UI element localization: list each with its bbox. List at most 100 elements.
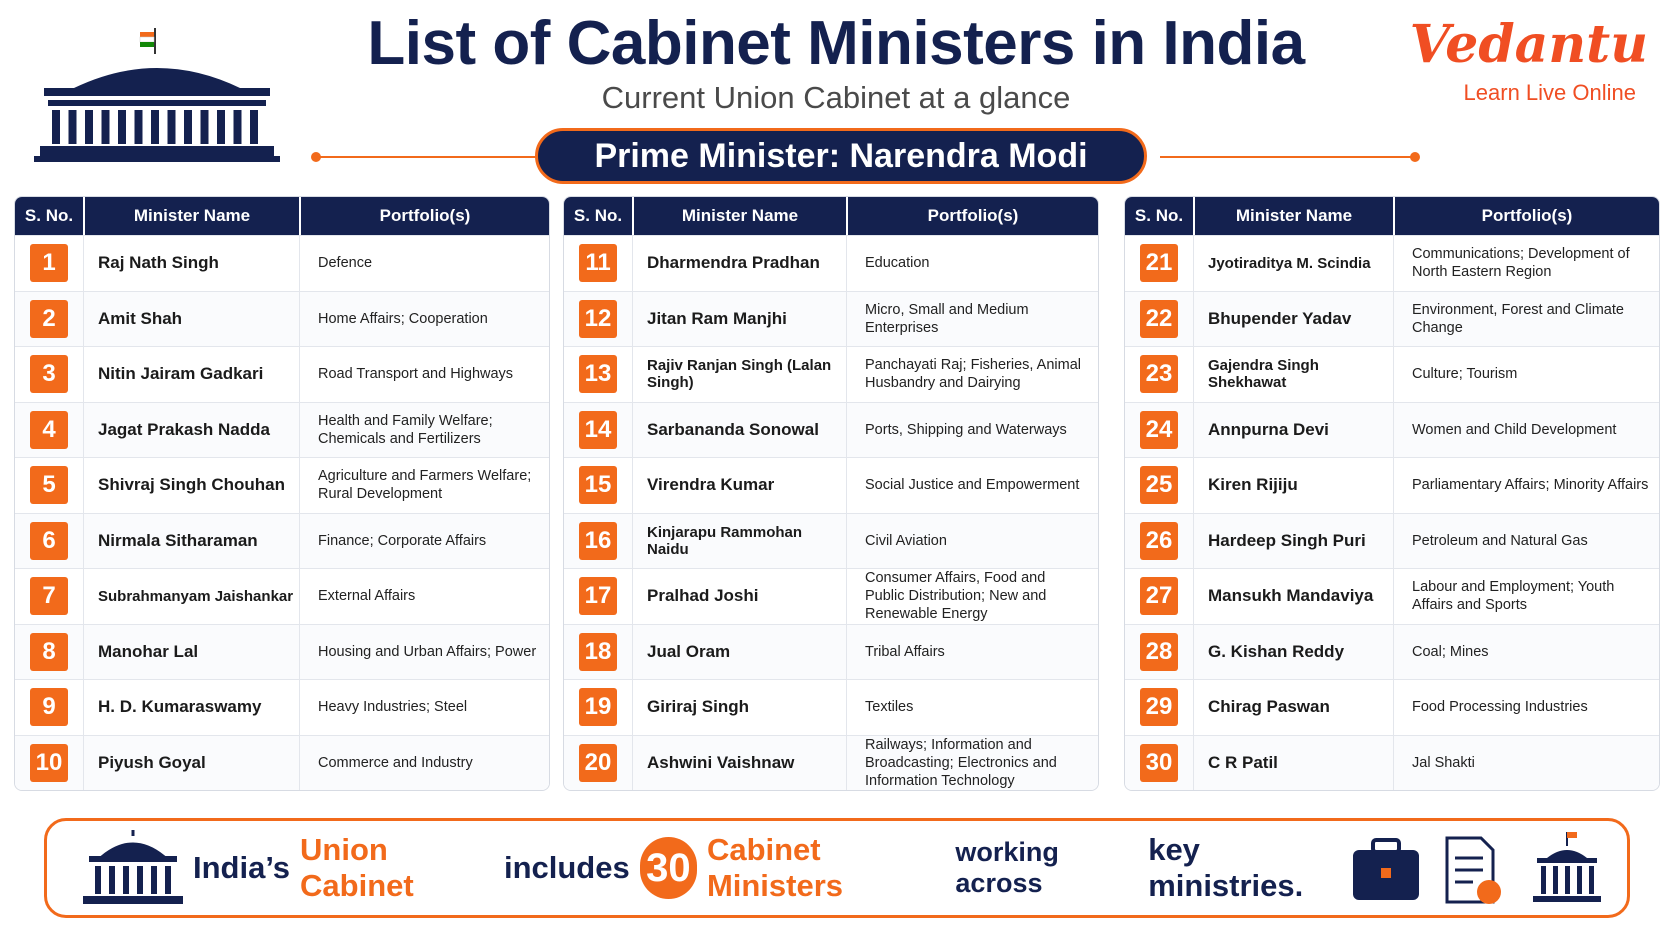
table-row: 4 Jagat Prakash Nadda Health and Family We… — [15, 401, 549, 458]
cell: 21 — [1125, 236, 1193, 291]
table-row: 30 C R Patil Jal Shakti — [1125, 734, 1659, 791]
header-row: S. No. Minister Name Portfolio(s) — [564, 197, 1098, 235]
minister-name: Rajiv Ranjan Singh (Lalan Singh) — [632, 347, 846, 402]
minister-name: Virendra Kumar — [632, 458, 846, 513]
minister-name: Mansukh Mandaviya — [1193, 569, 1393, 624]
title: List of Cabinet Ministers in India — [367, 9, 1305, 78]
portfolio: Ports, Shipping and Waterways — [846, 402, 1098, 457]
portfolio: Textiles — [846, 680, 1098, 735]
portfolio: External Affairs — [299, 569, 549, 624]
portfolio: Defence — [299, 236, 549, 291]
cell: 3 — [15, 347, 83, 402]
portfolio: Jal Shakti — [1393, 735, 1659, 790]
table-row: 18 Jual Oram Tribal Affairs — [564, 623, 1098, 680]
cell: 18 — [564, 625, 632, 680]
table-row: 19 Giriraj Singh Textiles — [564, 679, 1098, 735]
serial-number: 23 — [1140, 355, 1178, 394]
column — [151, 110, 159, 144]
minister-name: Nirmala Sitharaman — [83, 513, 299, 568]
minister-name: Bhupender Yadav — [1193, 291, 1393, 346]
column — [101, 110, 110, 144]
cell: 19 — [564, 680, 632, 735]
portfolio: Micro, Small and Medium Enterprises — [846, 291, 1098, 346]
table-row: 17 Pralhad Joshi Consumer Affairs, Food an… — [564, 568, 1098, 624]
cell: 17 — [564, 569, 632, 624]
minister-name: Subrahmanyam Jaishankar — [83, 569, 299, 624]
footer-part: Cabinet Ministers — [706, 832, 844, 903]
serial-number: 29 — [1140, 688, 1178, 727]
table-row: 22 Bhupender Yadav Environment, Forest and… — [1125, 290, 1659, 346]
footer-part: India’s — [193, 850, 291, 885]
serial-number: 14 — [579, 410, 617, 449]
minister-name: Kinjarapu Rammohan Naidu — [632, 513, 846, 568]
serial-number: 8 — [30, 632, 68, 671]
cell: 15 — [564, 458, 632, 513]
cell: 4 — [15, 403, 83, 458]
cell: 11 — [564, 236, 632, 291]
rule — [1160, 156, 1414, 158]
portfolio: Agriculture and Farmers Welfare; Rural D… — [299, 458, 549, 513]
serial-number: 27 — [1140, 577, 1178, 616]
column — [85, 110, 93, 144]
table-row: 27 Mansukh Mandaviya Labour and Employment… — [1125, 568, 1659, 624]
portfolio: Heavy Industries; Steel — [299, 680, 549, 735]
column — [184, 110, 192, 144]
cell: 14 — [564, 403, 632, 458]
cell: 27 — [1125, 569, 1193, 624]
table-row: 10 Piyush Goyal Commerce and Industry — [15, 734, 549, 790]
column-header: S. No. — [24, 206, 74, 225]
serial-number: 7 — [30, 577, 68, 616]
cell: 29 — [1125, 680, 1193, 735]
minister-name: Giriraj Singh — [632, 680, 846, 735]
dot — [1410, 152, 1420, 162]
column-header: S. No. — [573, 206, 623, 225]
column — [118, 110, 126, 144]
serial-number: 10 — [30, 743, 68, 782]
cell: 16 — [564, 514, 632, 569]
cell: 26 — [1125, 514, 1193, 569]
serial-number: 24 — [1140, 410, 1178, 449]
minister-name: Gajendra Singh Shekhawat — [1193, 347, 1393, 402]
cell: 30 — [1125, 736, 1193, 791]
column-header: Portfolio(s) — [1393, 197, 1659, 235]
column-header: S. No. — [1134, 206, 1184, 225]
portfolio: Women and Child Development — [1393, 402, 1659, 457]
serial-number: 28 — [1140, 632, 1178, 671]
cell: 7 — [15, 569, 83, 624]
logo-tagline: Learn Live Online — [1463, 80, 1636, 105]
cell: 13 — [564, 347, 632, 402]
table-row: 3 Nitin Jairam Gadkari Road Transport and … — [15, 346, 549, 402]
portfolio: Finance; Corporate Affairs — [299, 513, 549, 568]
cell: 24 — [1125, 403, 1193, 458]
serial-number: 11 — [579, 244, 617, 283]
minister-name: Jagat Prakash Nadda — [83, 402, 299, 457]
serial-number: 15 — [579, 466, 617, 505]
serial-number: 26 — [1140, 521, 1178, 560]
footer-count: 30 — [639, 837, 697, 899]
column — [200, 110, 209, 144]
minister-name: Jyotiraditya M. Scindia — [1193, 236, 1393, 291]
footer-part: key ministries. — [1148, 832, 1304, 903]
serial-number: 5 — [30, 466, 68, 505]
serial-number: 19 — [579, 688, 617, 727]
column-header: Minister Name — [632, 197, 846, 235]
logo: Vedantu — [1409, 14, 1648, 75]
cell: 23 — [1125, 347, 1193, 402]
cell: 8 — [15, 625, 83, 680]
minister-name: G. Kishan Reddy — [1193, 624, 1393, 679]
cell: 25 — [1125, 458, 1193, 513]
table-row: 21 Jyotiraditya M. Scindia Communications;… — [1125, 235, 1659, 291]
table-row: 24 Annpurna Devi Women and Child Developme… — [1125, 401, 1659, 458]
table-row: 15 Virendra Kumar Social Justice and Empow… — [564, 457, 1098, 513]
portfolio: Consumer Affairs, Food and Public Distri… — [846, 569, 1098, 624]
portfolio: Home Affairs; Cooperation — [299, 291, 549, 346]
serial-number: 18 — [579, 632, 617, 671]
portfolio: Commerce and Industry — [299, 735, 549, 790]
parliament-icon — [34, 28, 280, 162]
column — [217, 110, 225, 144]
table-row: 7 Subrahmanyam Jaishankar External Affairs — [15, 568, 549, 624]
serial-number: 12 — [579, 299, 617, 338]
column-header: Portfolio(s) — [846, 197, 1098, 235]
table-row: 25 Kiren Rijiju Parliamentary Affairs; Min… — [1125, 457, 1659, 513]
